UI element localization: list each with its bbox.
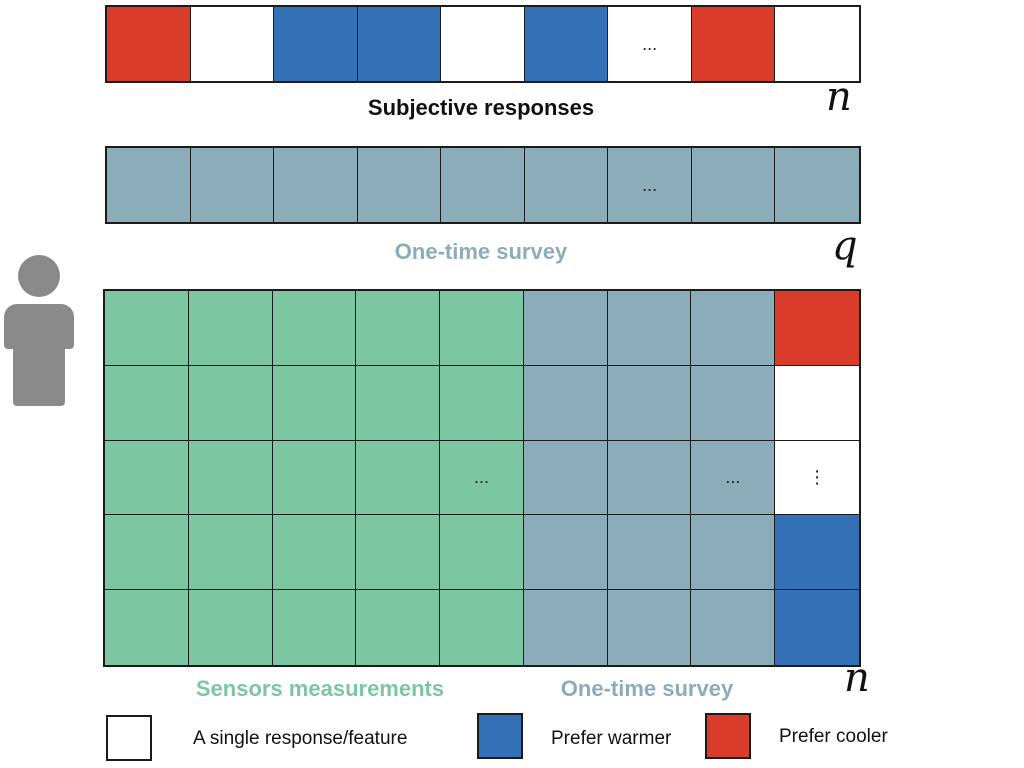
subjective-responses-strip: ... xyxy=(105,5,861,83)
response-cell xyxy=(524,7,609,81)
matrix-dimension-label: n xyxy=(844,655,870,701)
matrix-cell xyxy=(607,365,692,441)
matrix-cell xyxy=(607,291,692,366)
person-icon xyxy=(4,255,74,406)
matrix-cell xyxy=(105,291,189,366)
response-cell xyxy=(441,7,525,81)
one-time-survey-strip: ... xyxy=(105,146,861,224)
data-matrix: ...... ⋮ xyxy=(103,289,861,667)
legend-warmer-swatch xyxy=(477,713,523,759)
matrix-cell xyxy=(272,515,357,591)
one-time-survey-label: One-time survey xyxy=(394,239,568,264)
response-cell xyxy=(357,7,442,81)
sensors-measurements-label: Sensors measurements xyxy=(195,676,445,701)
response-cell xyxy=(190,7,275,81)
matrix-cell: ... xyxy=(691,440,776,516)
matrix-survey-label: One-time survey xyxy=(560,676,734,701)
survey-cell xyxy=(775,148,859,222)
matrix-cell xyxy=(105,365,189,441)
legend-cooler-label: Prefer cooler xyxy=(779,726,888,747)
responses-dimension-label: n xyxy=(826,74,852,120)
matrix-cell xyxy=(272,365,357,441)
response-cell: ... xyxy=(608,7,692,81)
legend-warmer-label: Prefer warmer xyxy=(551,728,672,749)
matrix-cell xyxy=(607,515,692,591)
survey-dimension-label: q xyxy=(832,223,858,269)
matrix-cell xyxy=(105,515,189,591)
matrix-cell xyxy=(272,440,357,516)
matrix-cell xyxy=(356,365,441,441)
matrix-cell xyxy=(188,440,273,516)
matrix-cell xyxy=(523,440,608,516)
response-cell xyxy=(775,7,859,81)
matrix-cell xyxy=(523,291,608,366)
matrix-cell xyxy=(691,365,776,441)
matrix-cell xyxy=(607,440,692,516)
matrix-cell xyxy=(523,590,608,665)
matrix-cell xyxy=(272,590,357,665)
matrix-cell xyxy=(775,365,859,441)
matrix-cell xyxy=(272,291,357,366)
matrix-cell xyxy=(691,515,776,591)
matrix-cell xyxy=(188,291,273,366)
matrix-cell xyxy=(356,590,441,665)
matrix-cell xyxy=(440,590,524,665)
matrix-cell xyxy=(356,515,441,591)
response-cell xyxy=(691,7,776,81)
matrix-cell: ... xyxy=(440,440,524,516)
matrix-cell xyxy=(188,590,273,665)
matrix-cell xyxy=(775,590,859,665)
survey-cell xyxy=(441,148,525,222)
legend-single-swatch xyxy=(106,715,152,761)
subjective-responses-label: Subjective responses xyxy=(367,95,595,120)
matrix-cell xyxy=(105,590,189,665)
matrix-cell xyxy=(691,590,776,665)
matrix-cell xyxy=(356,291,441,366)
matrix-cell xyxy=(691,291,776,366)
matrix-cell xyxy=(440,515,524,591)
matrix-cell xyxy=(356,440,441,516)
survey-cell xyxy=(524,148,609,222)
matrix-cell xyxy=(523,365,608,441)
matrix-cell xyxy=(440,365,524,441)
matrix-cell xyxy=(188,365,273,441)
survey-cell xyxy=(107,148,191,222)
survey-cell xyxy=(274,148,358,222)
matrix-cell xyxy=(523,515,608,591)
matrix-cell xyxy=(775,291,859,366)
matrix-cell xyxy=(775,515,859,591)
matrix-cell: ⋮ xyxy=(775,440,859,516)
response-cell xyxy=(107,7,191,81)
survey-cell xyxy=(691,148,776,222)
matrix-cell xyxy=(188,515,273,591)
matrix-cell xyxy=(105,440,189,516)
matrix-cell xyxy=(607,590,692,665)
survey-cell: ... xyxy=(608,148,692,222)
survey-cell xyxy=(357,148,442,222)
response-cell xyxy=(274,7,358,81)
legend-single-label: A single response/feature xyxy=(193,728,408,749)
matrix-cell xyxy=(440,291,524,366)
legend-cooler-swatch xyxy=(705,713,751,759)
survey-cell xyxy=(190,148,275,222)
